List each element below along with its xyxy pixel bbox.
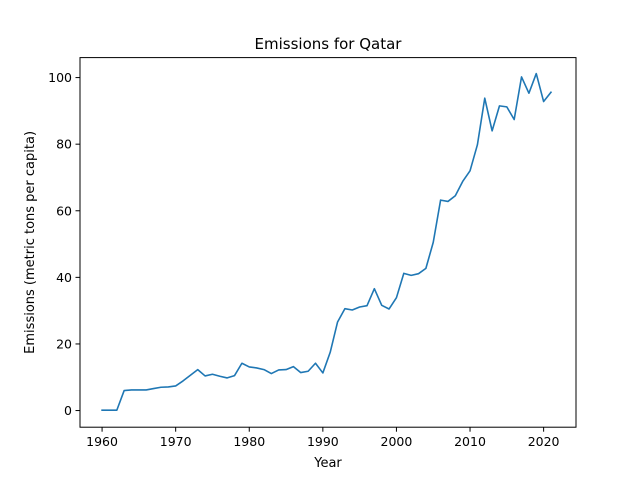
x-tick-label: 1970 xyxy=(160,434,192,449)
plot-frame xyxy=(79,57,577,428)
x-tick-label: 2000 xyxy=(381,434,413,449)
y-axis-label: Emissions (metric tons per capita) xyxy=(23,131,38,354)
x-axis-label: Year xyxy=(313,456,342,471)
y-tick-label: 80 xyxy=(56,137,72,152)
x-tick-label: 2010 xyxy=(454,434,486,449)
y-tick-label: 0 xyxy=(64,403,72,418)
y-tick-label: 40 xyxy=(56,270,72,285)
chart-title: Emissions for Qatar xyxy=(255,35,403,53)
y-tick-label: 100 xyxy=(48,70,72,85)
x-tick-label: 1960 xyxy=(86,434,118,449)
y-axis-ticks: 0 20 40 60 80 100 xyxy=(48,70,80,418)
emissions-series-line xyxy=(101,72,553,412)
y-tick-label: 20 xyxy=(56,336,72,351)
x-axis-ticks: 1960 1970 1980 1990 2000 2010 2020 xyxy=(86,427,560,449)
x-tick-label: 1990 xyxy=(307,434,339,449)
x-tick-label: 1980 xyxy=(233,434,265,449)
y-tick-label: 60 xyxy=(56,203,72,218)
x-tick-label: 2020 xyxy=(528,434,560,449)
